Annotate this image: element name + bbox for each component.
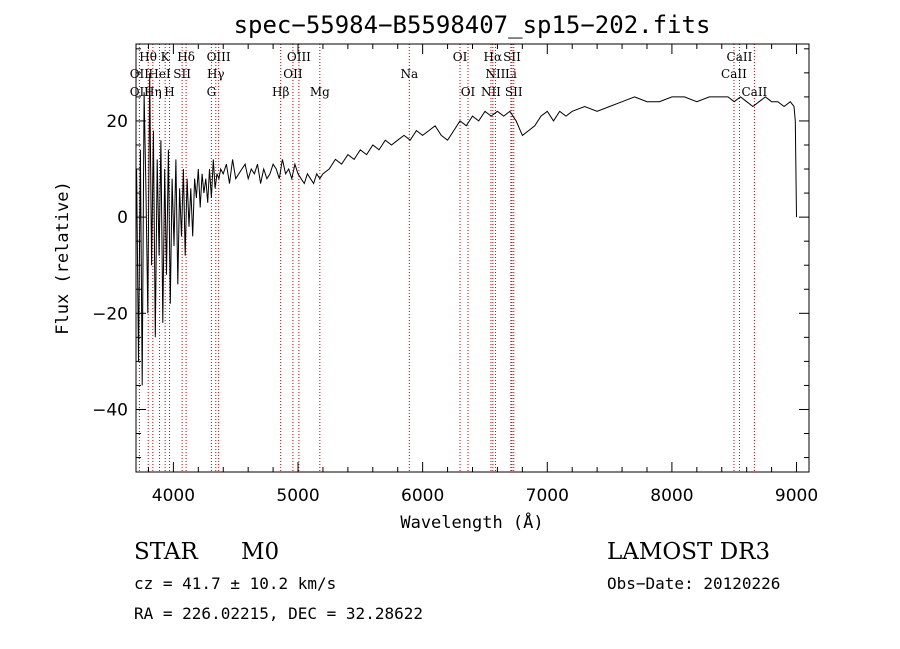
spectral-line-label: Hδ [177, 50, 195, 64]
class-label: STAR [134, 539, 198, 565]
x-tick-label: 6000 [401, 486, 444, 506]
y-tick-label: 20 [106, 112, 128, 132]
y-tick-label: −40 [92, 400, 128, 420]
spectral-line-label: Hγ [207, 67, 225, 81]
spectral-line-label: Hη [144, 85, 162, 99]
x-axis-ticks: 4000 5000 6000 7000 8000 9000 [147, 44, 818, 506]
coordinates-text: RA = 226.02215, DEC = 32.28622 [134, 604, 423, 623]
spectral-line-label: NII [481, 85, 501, 99]
x-tick-label: 4000 [152, 486, 195, 506]
obs-date-text: Obs−Date: 20120226 [607, 574, 781, 593]
spectral-line-markers [138, 44, 755, 472]
spectral-line-label: Hα [484, 50, 503, 64]
spectral-line-label: OIII [287, 50, 311, 64]
y-tick-label: 0 [117, 208, 128, 228]
spectral-line-label: Li [505, 67, 517, 81]
spectral-line-label: NII [485, 67, 505, 81]
y-axis-ticks: −40 −20 0 20 [92, 48, 809, 459]
spectral-line-label: CaII [721, 67, 747, 81]
spectral-line-label: SII [505, 85, 523, 99]
x-tick-label: 8000 [650, 486, 693, 506]
survey-label: LAMOST DR3 [607, 539, 771, 565]
spectral-line-label: OI [461, 85, 476, 99]
spectral-line-label: Mg [310, 85, 330, 99]
spectral-line-label: Hβ [272, 85, 289, 99]
chart-title: spec−55984−B5598407_sp15−202.fits [234, 11, 711, 39]
spectral-line-label: SII [173, 67, 191, 81]
y-axis-label: Flux (relative) [53, 181, 73, 335]
spectral-line-label: CaII [727, 50, 753, 64]
y-tick-label: −20 [92, 304, 128, 324]
spectral-line-label: CaII [741, 85, 767, 99]
spectral-line-label: G [207, 85, 217, 99]
plot-frame [135, 43, 810, 473]
spectral-line-label: Hθ [139, 50, 157, 64]
x-tick-label: 7000 [526, 486, 569, 506]
spectral-line-label: K [161, 50, 171, 64]
subclass-label: M0 [241, 539, 280, 565]
spectral-line-label: OII [130, 67, 150, 81]
spectral-line-label: Na [400, 67, 418, 81]
spectral-line-label: SII [503, 50, 521, 64]
flux-series-line [136, 72, 797, 386]
x-axis-label: Wavelength (Å) [400, 511, 543, 533]
redshift-text: cz = 41.7 ± 10.2 km/s [134, 574, 337, 593]
spectral-line-label: H [164, 85, 174, 99]
x-tick-label: 9000 [775, 486, 818, 506]
x-tick-label: 5000 [276, 486, 319, 506]
spectral-line-label: OIII [207, 50, 231, 64]
spectral-line-label: OI [453, 50, 468, 64]
spectral-line-label: HeI [148, 67, 171, 81]
spectral-line-label: OII [283, 67, 303, 81]
